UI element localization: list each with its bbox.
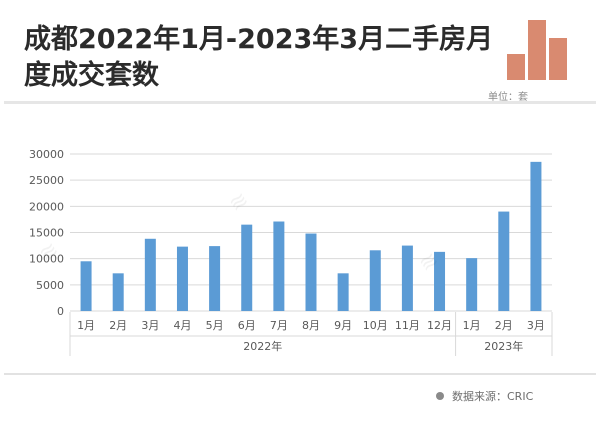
x-tick-label: 3月: [141, 319, 159, 332]
y-tick-label: 25000: [29, 174, 64, 187]
chart-title: 成都2022年1月-2023年3月二手房月度成交套数: [24, 24, 494, 91]
footer-divider: [4, 373, 596, 375]
bar-chart: 0 5000 10000 15000 20000 25000 30000 1月 2月 3月 4月 5月…: [29, 148, 553, 356]
x-tick-label: 2月: [109, 319, 127, 332]
y-tick-label: 0: [57, 305, 64, 318]
logo-bar-left: [507, 54, 525, 80]
x-tick-label: 8月: [302, 319, 320, 332]
x-tick-label: 6月: [238, 319, 256, 332]
x-tick-label: 9月: [334, 319, 352, 332]
group-label: 2023年: [484, 339, 523, 353]
logo-bar-right: [549, 38, 567, 80]
x-tick-label: 1月: [77, 319, 95, 332]
bar-chart-logo-icon: [507, 20, 567, 80]
bar: [144, 238, 156, 311]
y-tick-label: 15000: [29, 227, 64, 240]
bar: [241, 224, 253, 311]
bar: [434, 251, 446, 311]
x-tick-label: 3月: [527, 319, 545, 332]
bar: [498, 211, 510, 311]
x-tick-label: 2月: [495, 319, 513, 332]
bar: [337, 273, 349, 311]
unit-label: 单位：套: [488, 92, 528, 103]
group-label: 2022年: [243, 339, 282, 353]
bar: [305, 233, 317, 311]
x-tick-label: 12月: [427, 319, 452, 332]
bar: [273, 221, 285, 311]
bar: [369, 250, 381, 311]
bar: [112, 273, 124, 311]
header-divider: [4, 101, 596, 104]
x-tick-label: 1月: [463, 319, 481, 332]
y-tick-label: 5000: [36, 279, 64, 292]
x-tick-label: 7月: [270, 319, 288, 332]
y-tick-label: 20000: [29, 200, 64, 213]
x-tick-label: 5月: [206, 319, 224, 332]
source-text: 数据来源：CRIC: [452, 390, 534, 403]
bar: [401, 245, 413, 311]
bar: [530, 161, 542, 311]
source-note: 数据来源：CRIC: [436, 388, 533, 404]
bar: [176, 246, 188, 311]
x-tick-label: 10月: [363, 319, 388, 332]
x-tick-label: 4月: [173, 319, 191, 332]
bullet-dot-icon: [436, 392, 444, 400]
bar: [80, 261, 92, 311]
logo-bar-middle: [528, 20, 546, 80]
bar: [466, 258, 478, 311]
y-tick-label: 10000: [29, 253, 64, 266]
y-tick-label: 30000: [29, 148, 64, 161]
x-tick-label: 11月: [395, 319, 420, 332]
bar: [209, 246, 221, 311]
